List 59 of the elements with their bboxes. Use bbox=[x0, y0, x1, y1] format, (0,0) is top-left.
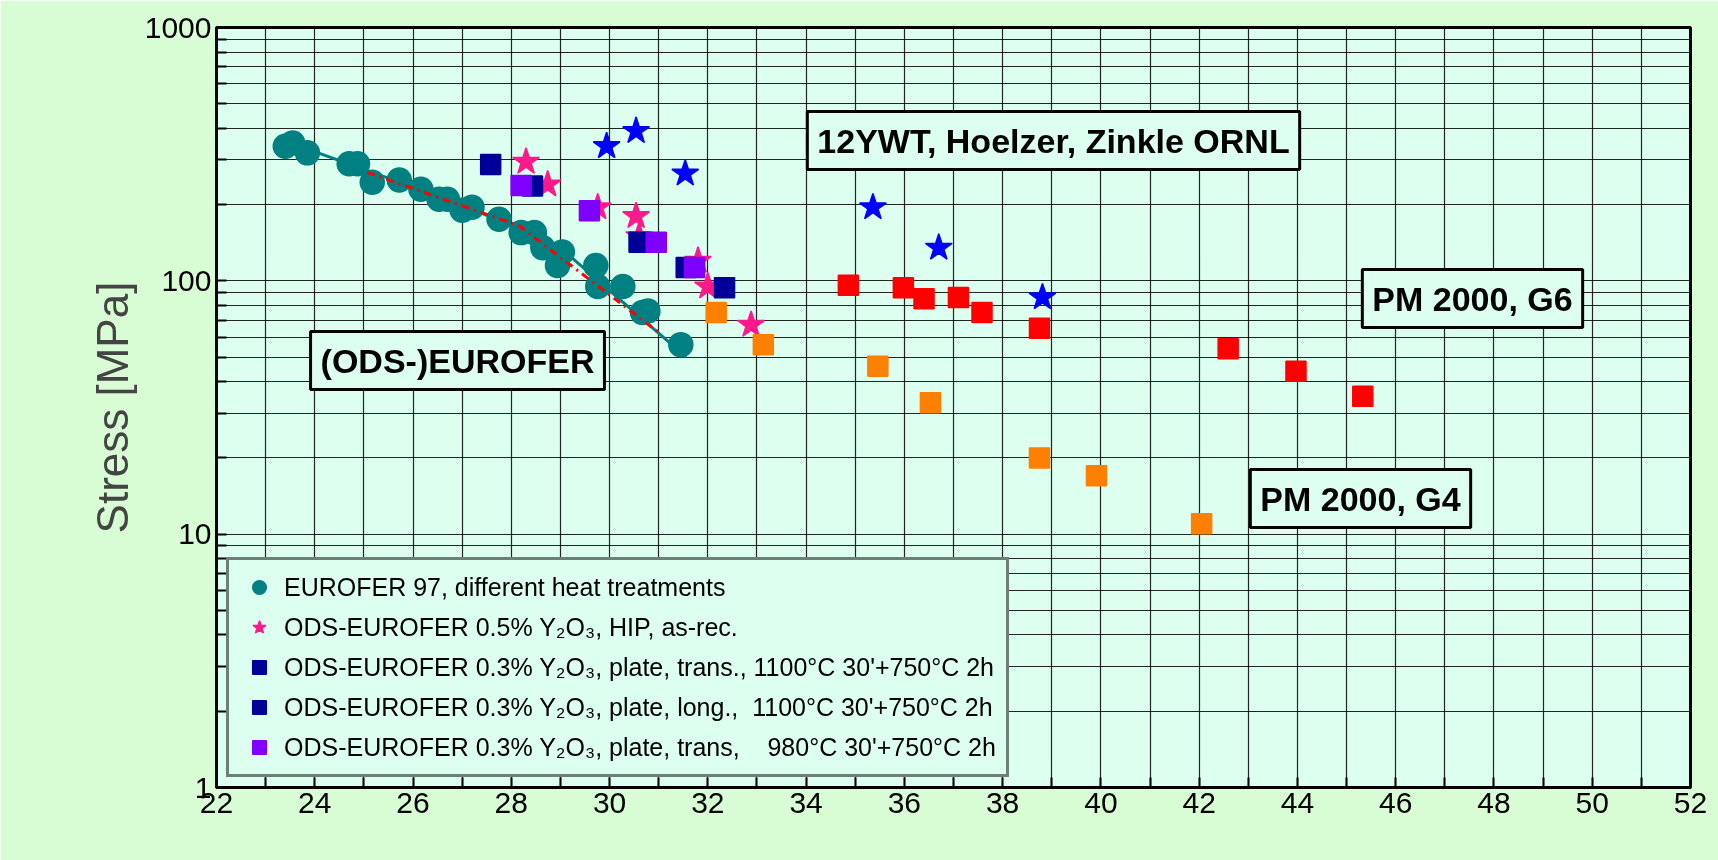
point bbox=[1028, 317, 1051, 339]
x-tick-label: 50 bbox=[1575, 785, 1609, 819]
point bbox=[971, 301, 993, 324]
y-tick-label: 1000 bbox=[144, 10, 212, 44]
y-tick-label: 100 bbox=[161, 263, 212, 297]
point bbox=[837, 274, 860, 297]
point bbox=[671, 158, 700, 186]
point bbox=[752, 333, 775, 356]
point bbox=[1352, 385, 1374, 408]
x-tick-label: 32 bbox=[691, 785, 725, 819]
point bbox=[858, 192, 887, 220]
point bbox=[592, 131, 621, 159]
point bbox=[713, 276, 736, 299]
point bbox=[919, 392, 942, 414]
legend-label: ODS-EUROFER 0.3% Y₂O₃, plate, long., 1100°C 30'+750°C 2h bbox=[284, 692, 993, 722]
x-tick-label: 40 bbox=[1084, 785, 1118, 819]
x-tick-label: 34 bbox=[789, 785, 823, 819]
x-tick-label: 38 bbox=[985, 785, 1020, 819]
point bbox=[924, 233, 953, 260]
legend-label: EUROFER 97, different heat treatments bbox=[284, 572, 726, 602]
point bbox=[622, 116, 651, 144]
legend-label: ODS-EUROFER 0.3% Y₂O₃, plate, trans, 980°C 30'+750°C 2h bbox=[284, 732, 996, 762]
point bbox=[510, 174, 532, 197]
y-axis-title: Stress [MPa] bbox=[87, 281, 137, 534]
point bbox=[947, 286, 970, 309]
point bbox=[1190, 512, 1213, 535]
point bbox=[645, 231, 667, 253]
annotation: PM 2000, G4 bbox=[1260, 479, 1461, 518]
x-tick-label: 24 bbox=[298, 785, 332, 819]
point bbox=[1217, 337, 1239, 360]
annotation: PM 2000, G6 bbox=[1372, 279, 1573, 318]
x-tick-label: 36 bbox=[887, 785, 922, 819]
point bbox=[622, 201, 651, 229]
point bbox=[1028, 282, 1057, 310]
annotation: 12YWT, Hoelzer, Zinkle ORNL bbox=[817, 121, 1290, 160]
x-tick-label: 46 bbox=[1379, 785, 1413, 819]
point bbox=[867, 355, 889, 378]
x-tick-label: 44 bbox=[1280, 785, 1315, 819]
point bbox=[892, 276, 915, 299]
x-tick-label: 26 bbox=[396, 785, 430, 819]
x-tick-label: 28 bbox=[494, 785, 528, 819]
y-tick-label: 10 bbox=[178, 517, 212, 551]
legend-label: ODS-EUROFER 0.3% Y₂O₃, plate, trans., 1100°C 30'+750°C 2h bbox=[284, 652, 995, 682]
point bbox=[578, 200, 601, 222]
point bbox=[705, 301, 727, 324]
annotation: (ODS-)EUROFER bbox=[320, 341, 595, 380]
x-tick-label: 42 bbox=[1182, 785, 1216, 819]
point bbox=[1285, 360, 1307, 382]
x-tick-label: 48 bbox=[1477, 785, 1511, 819]
point bbox=[1085, 465, 1108, 487]
x-tick-label: 52 bbox=[1673, 785, 1708, 819]
point bbox=[737, 310, 766, 337]
point bbox=[511, 147, 541, 174]
point bbox=[1028, 447, 1051, 469]
point bbox=[610, 273, 636, 300]
x-tick-label: 30 bbox=[592, 785, 627, 819]
point bbox=[479, 153, 502, 176]
legend-label: ODS-EUROFER 0.5% Y₂O₃, HIP, as-rec. bbox=[284, 612, 738, 642]
point bbox=[913, 287, 935, 310]
